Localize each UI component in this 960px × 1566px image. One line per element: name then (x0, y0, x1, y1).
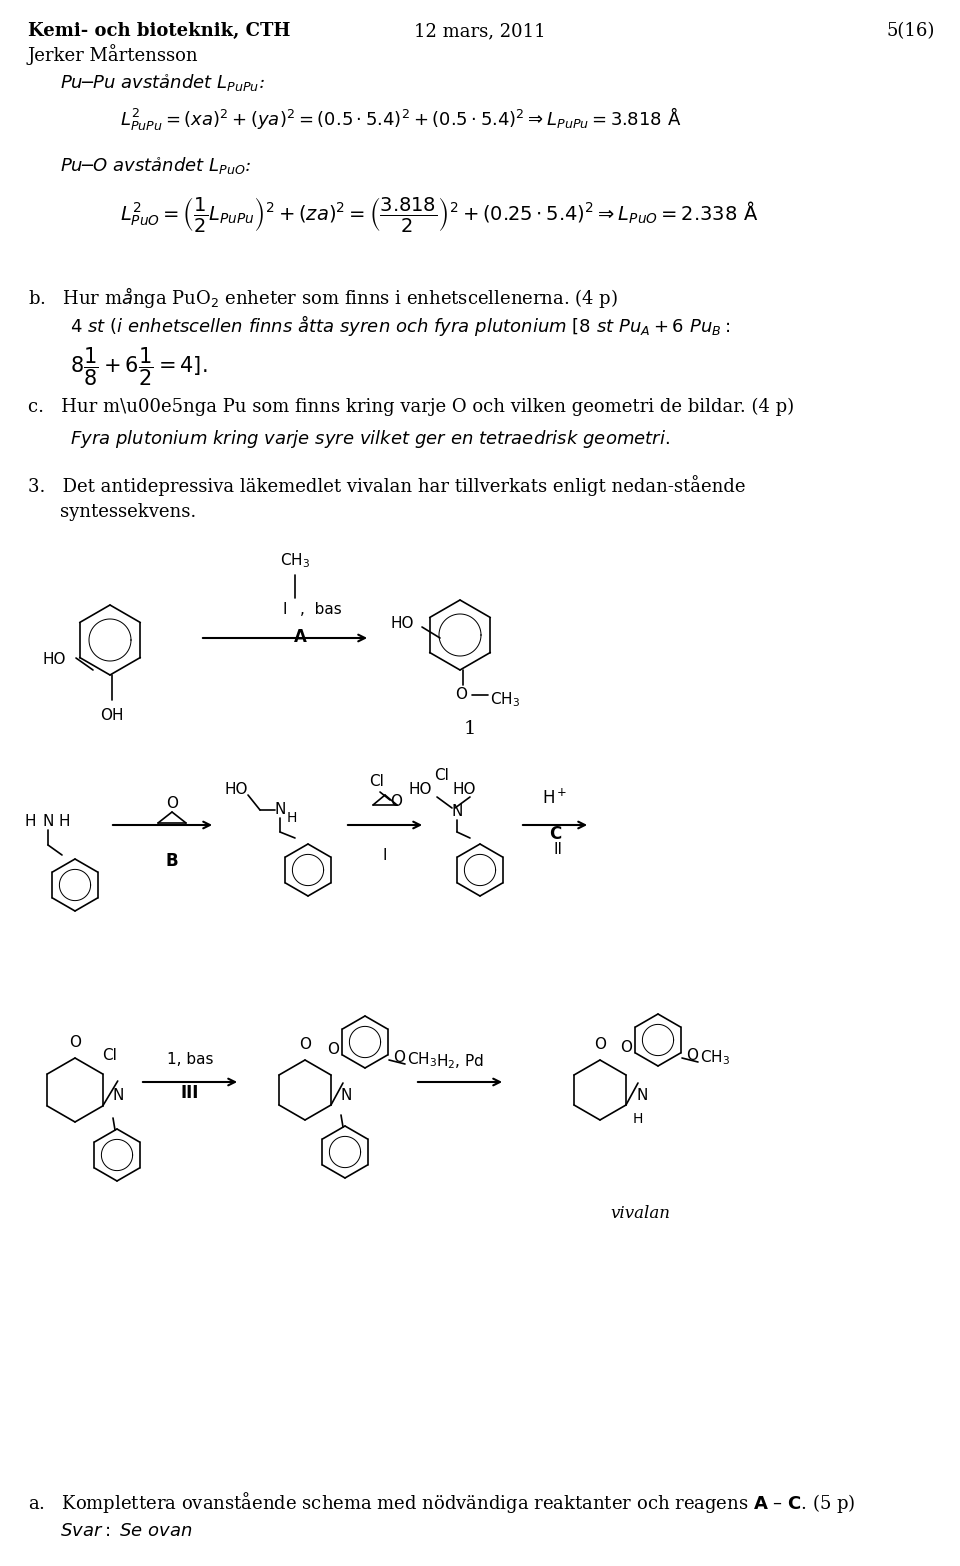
Text: CH$_3$: CH$_3$ (407, 1051, 437, 1070)
Text: H: H (633, 1112, 643, 1126)
Text: O: O (455, 687, 467, 702)
Text: HO: HO (452, 783, 475, 797)
Text: CH$_3$: CH$_3$ (280, 551, 310, 570)
Text: O: O (299, 1037, 311, 1052)
Text: Kemi- och bioteknik, CTH: Kemi- och bioteknik, CTH (28, 22, 290, 41)
Text: Jerker Mårtensson: Jerker Mårtensson (28, 44, 199, 64)
Text: O: O (69, 1035, 81, 1049)
Text: Cl: Cl (435, 767, 449, 783)
Text: HO: HO (225, 783, 249, 797)
Text: OH: OH (100, 708, 124, 723)
Text: H: H (287, 811, 298, 825)
Text: $\mathit{Svar:\ Se\ ovan}$: $\mathit{Svar:\ Se\ ovan}$ (60, 1522, 193, 1539)
Text: II: II (554, 843, 563, 857)
Text: C: C (549, 825, 562, 843)
Text: $\mathit{4\ st\ (i\ enhetscellen\ finns\ \aa tta\ syren\ och\ fyra\ plutonium\ [: $\mathit{4\ st\ (i\ enhetscellen\ finns\… (70, 313, 731, 338)
Text: H: H (24, 814, 36, 830)
Text: CH$_3$: CH$_3$ (700, 1049, 731, 1068)
Text: 1: 1 (464, 720, 476, 738)
Text: vivalan: vivalan (610, 1204, 670, 1221)
Text: HO: HO (42, 653, 65, 667)
Text: HO: HO (409, 783, 432, 797)
Text: O: O (686, 1048, 698, 1062)
Text: N: N (451, 805, 463, 819)
Text: 3.   Det antidepressiva läkemedlet vivalan har tillverkats enligt nedan­stående: 3. Det antidepressiva läkemedlet vivalan… (28, 474, 746, 496)
Text: H: H (59, 814, 70, 830)
Text: N: N (275, 802, 286, 817)
Text: A: A (294, 628, 306, 647)
Text: syntessekvens.: syntessekvens. (60, 503, 196, 521)
Text: $L^2_{PuO} = \left(\dfrac{1}{2}L_{PuPu}\right)^2 + (za)^2 = \left(\dfrac{3.818}{: $L^2_{PuO} = \left(\dfrac{1}{2}L_{PuPu}\… (120, 196, 758, 233)
Text: 12 mars, 2011: 12 mars, 2011 (414, 22, 546, 41)
Text: b.   Hur m$\aa$nga PuO$_2$ enheter som finns i enhetscellenerna. (4 p): b. Hur m$\aa$nga PuO$_2$ enheter som fin… (28, 285, 618, 310)
Text: H$_2$, Pd: H$_2$, Pd (436, 1052, 484, 1071)
Text: $L^2_{PuPu} = (xa)^2 + (ya)^2 = (0.5 \cdot 5.4)^2 + (0.5 \cdot 5.4)^2 \Rightarro: $L^2_{PuPu} = (xa)^2 + (ya)^2 = (0.5 \cd… (120, 105, 682, 132)
Text: N: N (42, 814, 54, 830)
Text: $8\dfrac{1}{8} + 6\dfrac{1}{2} = 4].$: $8\dfrac{1}{8} + 6\dfrac{1}{2} = 4].$ (70, 345, 207, 387)
Text: N: N (113, 1087, 125, 1102)
Text: CH$_3$: CH$_3$ (490, 691, 520, 709)
Text: 1, bas: 1, bas (167, 1052, 213, 1068)
Text: I: I (283, 601, 287, 617)
Text: Cl: Cl (370, 775, 384, 789)
Text: O: O (327, 1043, 339, 1057)
Text: H$^+$: H$^+$ (542, 788, 567, 808)
Text: c.   Hur m\u00e5nga Pu som finns kring varje O och vilken geometri de bildar. (4: c. Hur m\u00e5nga Pu som finns kring var… (28, 398, 794, 417)
Text: ,  bas: , bas (300, 601, 342, 617)
Text: N: N (636, 1087, 647, 1102)
Text: N: N (341, 1087, 352, 1102)
Text: $\mathit{Fyra\ plutonium\ kring\ varje\ syre\ vilket\ ger\ en\ tetraedrisk\ geom: $\mathit{Fyra\ plutonium\ kring\ varje\ … (70, 428, 670, 449)
Text: III: III (180, 1084, 199, 1102)
Text: Cl: Cl (102, 1048, 117, 1063)
Text: 5(16): 5(16) (887, 22, 935, 41)
Text: O: O (166, 796, 178, 811)
Text: I: I (383, 849, 387, 863)
Text: $\mathit{Pu\!\!-\!\!O\ avst\mathring{a}ndet}\ L_{PuO}$:: $\mathit{Pu\!\!-\!\!O\ avst\mathring{a}n… (60, 155, 252, 177)
Text: B: B (166, 852, 179, 871)
Text: O: O (594, 1037, 606, 1052)
Text: HO: HO (390, 615, 414, 631)
Text: O: O (393, 1049, 405, 1065)
Text: $\mathit{Pu\!\!-\!\!Pu\ avst\mathring{a}ndet}\ L_{PuPu}$:: $\mathit{Pu\!\!-\!\!Pu\ avst\mathring{a}… (60, 72, 265, 94)
Text: O: O (620, 1040, 632, 1055)
Text: O: O (390, 794, 402, 810)
Text: a.   Komplettera ovanstående schema med nödvändiga reaktanter och reagens $\math: a. Komplettera ovanstående schema med nö… (28, 1489, 855, 1514)
